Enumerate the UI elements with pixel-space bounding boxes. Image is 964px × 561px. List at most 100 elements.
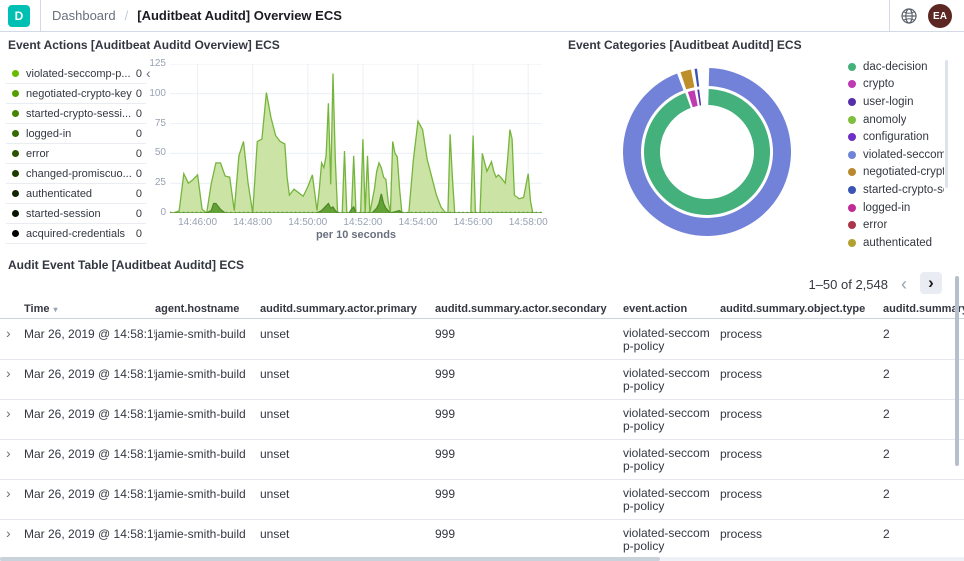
legend-item[interactable]: configuration — [848, 128, 944, 146]
breadcrumb-dashboard-link[interactable]: Dashboard — [52, 8, 116, 23]
legend-item-label: violated-seccomp-p... — [26, 67, 131, 80]
legend-item[interactable]: violated-seccomp-p... 0 — [6, 64, 146, 84]
table-cell: process — [720, 327, 763, 341]
area-series-line — [170, 73, 542, 213]
legend-item[interactable]: dac-decision — [848, 58, 944, 76]
event-actions-area-chart[interactable] — [170, 64, 542, 213]
legend-item[interactable]: changed-promiscuo... 0 — [6, 164, 146, 184]
table-cell: 999 — [435, 447, 456, 461]
table-cell: process — [720, 487, 763, 501]
column-header-auditd-summary-actor-secondary[interactable]: auditd.summary.actor.secondary — [435, 303, 607, 315]
legend-color-dot — [12, 190, 19, 197]
sort-descending-icon: ▾ — [53, 305, 58, 314]
legend-item-label: dac-decision — [863, 60, 928, 73]
legend-item-label: started-crypto-se... — [863, 183, 944, 196]
pagination-next-button[interactable]: › — [920, 272, 942, 294]
row-expand-icon[interactable]: › — [6, 525, 11, 541]
legend-item[interactable]: anomoly — [848, 111, 944, 129]
legend-color-dot — [12, 150, 19, 157]
column-header-agent-hostname[interactable]: agent.hostname — [155, 303, 240, 315]
legend-item[interactable]: violated-seccomp... — [848, 146, 944, 164]
table-cell: violated-seccomp-policy — [623, 446, 710, 473]
legend-item[interactable]: authenticated 0 — [6, 184, 146, 204]
table-cell: jamie-smith-build — [155, 527, 246, 541]
table-vertical-scrollbar[interactable] — [955, 276, 959, 466]
legend-item-value: 0 — [135, 127, 142, 140]
pagination-prev-button[interactable]: ‹ — [894, 273, 914, 295]
table-cell: jamie-smith-build — [155, 407, 246, 421]
legend-item-label: started-crypto-sessi... — [26, 107, 132, 120]
breadcrumb: Dashboard / [Auditbeat Auditd] Overview … — [52, 0, 342, 31]
column-header-time[interactable]: Time ▾ — [24, 303, 58, 315]
legend-item-label: anomoly — [863, 113, 907, 126]
legend-item[interactable]: error — [848, 216, 944, 234]
x-axis-tick-label: 14:54:00 — [398, 217, 438, 228]
legend-item-value: 0 — [135, 107, 142, 120]
legend-color-dot — [848, 115, 856, 124]
row-expand-icon[interactable]: › — [6, 445, 11, 461]
legend-scrollbar[interactable] — [945, 60, 948, 188]
donut-slice[interactable] — [697, 89, 702, 106]
legend-item-label: crypto — [863, 78, 895, 91]
table-cell: 2 — [883, 407, 890, 421]
column-header-auditd-summary-actor-primary[interactable]: auditd.summary.actor.primary — [260, 303, 417, 315]
legend-item[interactable]: logged-in 0 — [6, 124, 146, 144]
row-expand-icon[interactable]: › — [6, 485, 11, 501]
table-cell: unset — [260, 487, 290, 501]
column-header-event-action[interactable]: event.action — [623, 303, 688, 315]
legend-item[interactable]: logged-in — [848, 199, 944, 217]
donut-slice[interactable] — [694, 68, 700, 87]
legend-item-value: 0 — [135, 187, 142, 200]
legend-item-label: error — [863, 219, 888, 232]
legend-item[interactable]: negotiated-crypto-key 0 — [6, 84, 146, 104]
legend-item[interactable]: crypto — [848, 76, 944, 94]
table-row: › Mar 26, 2019 @ 14:58:15.245jamie-smith-… — [0, 320, 964, 360]
legend-item[interactable]: started-crypto-sessi... 0 — [6, 104, 146, 124]
table-cell: 2 — [883, 487, 890, 501]
table-row: › Mar 26, 2019 @ 14:58:15.245jamie-smith-… — [0, 440, 964, 480]
legend-color-dot — [848, 150, 856, 159]
donut-slice[interactable] — [680, 69, 695, 90]
globe-icon[interactable] — [900, 7, 918, 25]
table-cell: unset — [260, 447, 290, 461]
legend-color-dot — [12, 90, 19, 97]
legend-item[interactable]: negotiated-crypto... — [848, 164, 944, 182]
legend-item[interactable]: error 0 — [6, 144, 146, 164]
legend-collapse-icon[interactable]: ‹ — [146, 65, 151, 81]
table-cell: process — [720, 367, 763, 381]
donut-slice[interactable] — [687, 90, 698, 108]
table-cell: Mar 26, 2019 @ 14:58:15.245 — [24, 487, 155, 501]
legend-color-dot — [848, 238, 856, 247]
table-cell: process — [720, 447, 763, 461]
legend-color-dot — [12, 230, 19, 237]
table-cell: violated-seccomp-policy — [623, 486, 710, 513]
row-expand-icon[interactable]: › — [6, 365, 11, 381]
y-axis-tick-label: 0 — [160, 207, 166, 218]
app-logo[interactable]: D — [8, 5, 30, 27]
legend-item[interactable]: started-crypto-se... — [848, 181, 944, 199]
legend-item[interactable]: acquired-credentials 0 — [6, 224, 146, 244]
column-header-auditd-summary-object-type[interactable]: auditd.summary.object.type — [720, 303, 866, 315]
row-expand-icon[interactable]: › — [6, 325, 11, 341]
table-cell: process — [720, 527, 763, 541]
column-header-auditd-summary[interactable]: auditd.summary — [883, 303, 964, 315]
horizontal-scrollbar-thumb[interactable] — [0, 557, 660, 561]
table-cell: unset — [260, 407, 290, 421]
legend-item[interactable]: authenticated — [848, 234, 944, 252]
y-axis-tick-label: 50 — [154, 147, 166, 159]
event-categories-panel-title: Event Categories [Auditbeat Auditd] ECS — [568, 38, 802, 52]
table-cell: violated-seccomp-policy — [623, 326, 710, 353]
legend-item-label: negotiated-crypto... — [863, 166, 944, 179]
row-expand-icon[interactable]: › — [6, 405, 11, 421]
legend-item-value: 0 — [135, 207, 142, 220]
event-categories-donut-chart — [623, 68, 792, 237]
user-avatar[interactable]: EA — [928, 4, 952, 28]
table-cell: jamie-smith-build — [155, 447, 246, 461]
table-row: › Mar 26, 2019 @ 14:58:15.245jamie-smith-… — [0, 520, 964, 560]
table-cell: 2 — [883, 527, 890, 541]
donut-slice[interactable] — [644, 89, 771, 215]
header-divider — [40, 0, 41, 31]
table-cell: violated-seccomp-policy — [623, 406, 710, 433]
legend-item[interactable]: started-session 0 — [6, 204, 146, 224]
legend-item[interactable]: user-login — [848, 93, 944, 111]
